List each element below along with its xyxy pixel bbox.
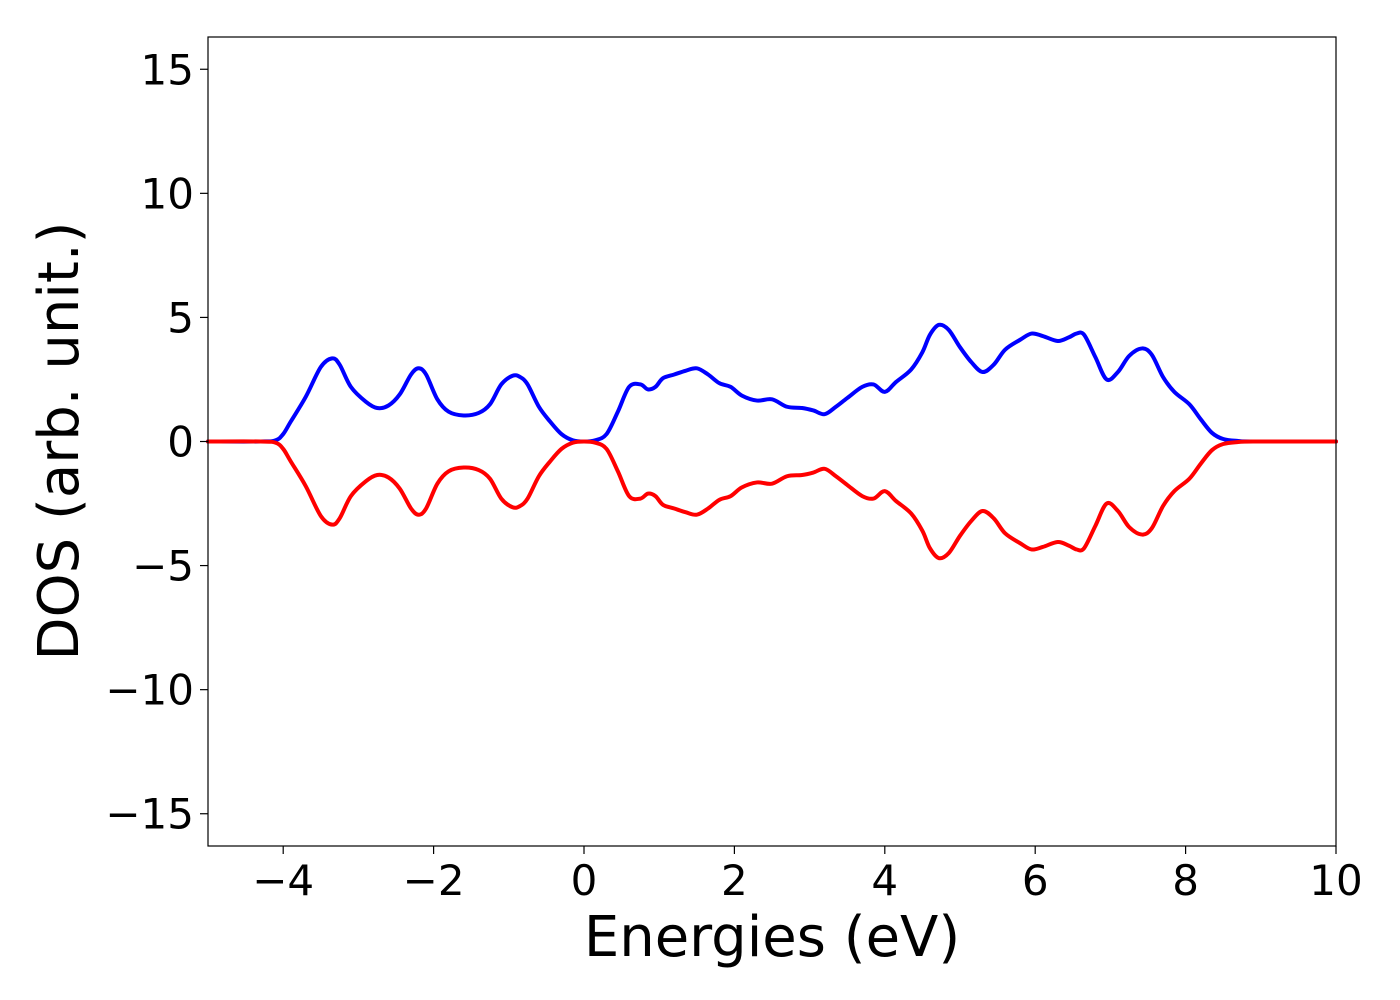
y-axis-label: DOS (arb. unit.) [27,221,92,660]
x-tick-label: 10 [1309,856,1362,905]
x-tick-label: 4 [871,856,898,905]
y-tick-label: 5 [167,293,194,342]
y-tick-label: −10 [105,666,194,715]
x-axis-label: Energies (eV) [584,905,960,970]
x-tick-label: 8 [1172,856,1199,905]
x-tick-label: 2 [721,856,748,905]
y-tick-label: −5 [132,542,194,591]
y-tick-label: 15 [141,45,194,94]
y-axis-ticks: 15 10 5 0 −5 −10 −15 [105,45,208,839]
series-line-blue [206,322,1338,444]
x-tick-label: −2 [403,856,465,905]
series-line-red [206,439,1338,561]
x-tick-label: 6 [1022,856,1049,905]
y-tick-label: 0 [167,418,194,467]
y-tick-label: 10 [141,169,194,218]
x-tick-label: 0 [571,856,598,905]
x-tick-label: −4 [252,856,314,905]
series-layer [206,322,1338,561]
y-tick-label: −15 [105,790,194,839]
x-axis-ticks: −4 −2 0 2 4 6 8 10 [252,846,1363,905]
